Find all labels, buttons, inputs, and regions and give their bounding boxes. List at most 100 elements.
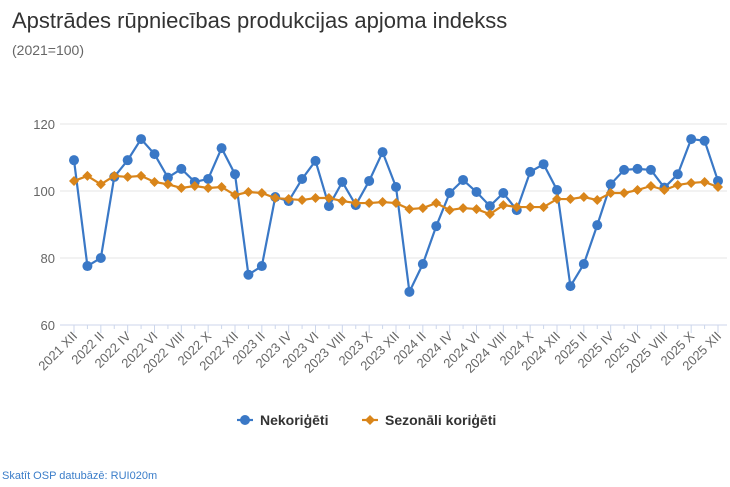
data-point xyxy=(444,188,455,199)
data-point xyxy=(605,179,616,190)
data-point xyxy=(243,269,254,280)
data-point xyxy=(391,198,401,209)
data-point xyxy=(297,195,308,206)
data-point xyxy=(713,181,723,192)
data-point xyxy=(377,197,388,208)
data-point xyxy=(69,155,79,166)
series-line-1 xyxy=(72,137,720,296)
data-point xyxy=(230,169,240,180)
chart-subtitle: (2021=100) xyxy=(12,42,85,58)
data-point xyxy=(136,170,147,181)
data-point xyxy=(578,259,589,270)
data-point xyxy=(699,176,710,187)
data-point xyxy=(471,204,482,215)
data-point xyxy=(686,177,697,188)
data-point xyxy=(538,159,549,170)
data-point xyxy=(230,190,240,201)
data-point xyxy=(431,198,442,209)
y-tick-label: 80 xyxy=(41,251,55,266)
data-point xyxy=(350,198,361,209)
data-point xyxy=(256,188,267,199)
data-point xyxy=(619,188,630,199)
data-point xyxy=(645,164,656,175)
data-point xyxy=(69,175,79,186)
data-point xyxy=(82,261,93,272)
data-point xyxy=(122,171,133,182)
data-point xyxy=(243,187,254,198)
data-point xyxy=(310,193,321,204)
data-point xyxy=(216,143,227,154)
data-point xyxy=(578,192,589,203)
data-point xyxy=(417,203,428,214)
data-point xyxy=(632,163,643,174)
data-point xyxy=(364,175,375,186)
data-point xyxy=(458,174,469,185)
data-point xyxy=(645,180,656,191)
data-point xyxy=(337,176,348,187)
data-point xyxy=(605,188,616,199)
data-point xyxy=(444,205,455,216)
data-point xyxy=(565,281,576,292)
data-point xyxy=(256,261,267,272)
data-point xyxy=(525,166,536,177)
data-point xyxy=(176,182,187,193)
data-point xyxy=(297,173,308,184)
data-point xyxy=(404,204,415,215)
data-point xyxy=(122,155,133,166)
data-point xyxy=(323,201,334,212)
data-point xyxy=(95,179,106,190)
data-point xyxy=(189,180,200,191)
data-point xyxy=(431,221,442,232)
source-link[interactable]: Skatīt OSP datubāzē: RUI020m xyxy=(2,470,158,482)
data-point xyxy=(203,182,214,193)
y-tick-label: 100 xyxy=(33,184,55,199)
data-point xyxy=(672,169,683,180)
data-point xyxy=(417,259,428,270)
data-point xyxy=(471,187,482,198)
data-point xyxy=(404,286,415,297)
data-point xyxy=(484,201,495,212)
data-point xyxy=(149,176,160,187)
data-point xyxy=(619,164,630,175)
data-point xyxy=(162,179,173,190)
data-point xyxy=(95,253,106,263)
data-point xyxy=(337,196,348,207)
legend-label[interactable]: Sezonāli koriģēti xyxy=(385,412,496,428)
data-point xyxy=(699,135,710,146)
data-point xyxy=(323,193,334,204)
data-point xyxy=(162,172,173,183)
data-point xyxy=(565,194,576,205)
data-point xyxy=(176,163,187,174)
data-point xyxy=(136,134,147,145)
data-point xyxy=(364,198,375,209)
data-point xyxy=(659,184,670,195)
data-point xyxy=(283,194,294,205)
data-point xyxy=(109,170,120,181)
legend-label[interactable]: Nekoriģēti xyxy=(260,412,328,428)
y-tick-label: 60 xyxy=(41,318,55,333)
data-point xyxy=(149,149,160,160)
chart-title: Apstrādes rūpniecības produkcijas apjoma… xyxy=(12,8,508,33)
data-point xyxy=(552,184,562,195)
y-tick-label: 120 xyxy=(33,117,55,132)
data-point xyxy=(592,220,603,231)
data-point xyxy=(82,170,93,181)
data-point xyxy=(270,193,281,204)
data-point xyxy=(458,203,469,214)
legend-marker xyxy=(240,415,250,425)
data-point xyxy=(498,200,509,211)
data-point xyxy=(672,179,683,190)
data-point xyxy=(391,181,401,192)
data-point xyxy=(310,155,321,166)
data-point xyxy=(713,175,723,186)
data-point xyxy=(525,202,536,213)
data-point xyxy=(511,202,522,213)
data-point xyxy=(592,195,603,206)
data-point xyxy=(538,202,549,213)
data-point xyxy=(552,194,562,205)
data-point xyxy=(216,181,227,192)
data-point xyxy=(686,134,697,145)
data-point xyxy=(632,184,643,195)
data-point xyxy=(498,188,509,199)
